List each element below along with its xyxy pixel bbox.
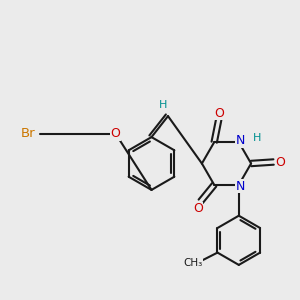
Text: H: H — [253, 133, 261, 143]
Text: N: N — [236, 180, 245, 193]
Text: H: H — [159, 100, 168, 110]
Text: O: O — [193, 202, 202, 215]
Text: N: N — [236, 134, 245, 147]
Text: O: O — [111, 127, 120, 140]
Text: Br: Br — [21, 127, 35, 140]
Text: O: O — [275, 155, 285, 169]
Text: CH₃: CH₃ — [183, 257, 202, 268]
Text: O: O — [214, 106, 224, 120]
